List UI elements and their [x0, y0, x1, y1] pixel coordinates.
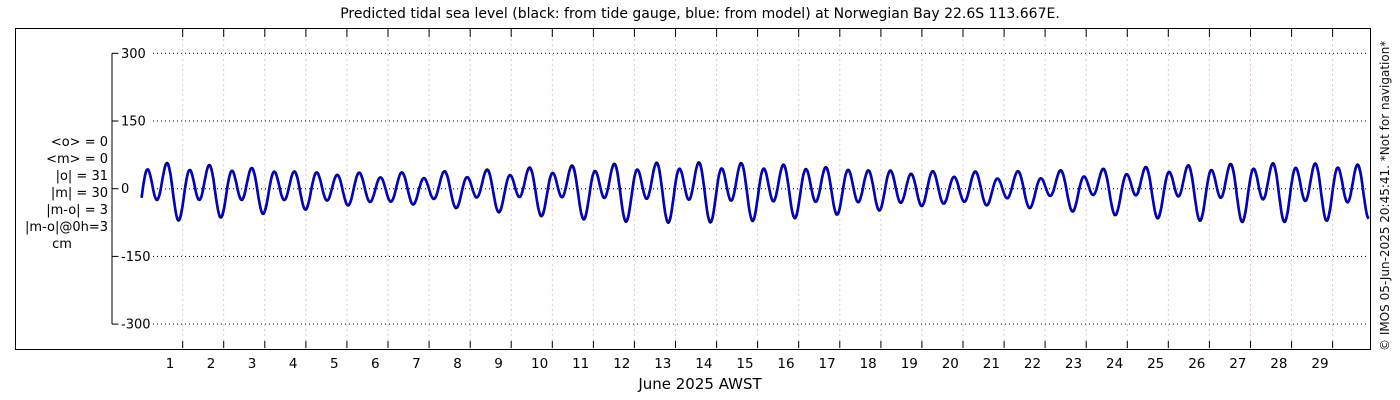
x-tick-label: 28: [1270, 356, 1287, 372]
x-tick-label: 19: [901, 356, 918, 372]
copyright-watermark: © IMOS 05-Jun-2025 20:45:41. *Not for na…: [1378, 40, 1392, 351]
x-tick-label: 23: [1065, 356, 1082, 372]
stat-abs-obs: |o| = 31: [55, 169, 108, 184]
stats-panel: <o> = 0 <m> = 0 |o| = 31 |m| = 30 |m-o| …: [16, 134, 108, 253]
x-tick-label: 2: [207, 356, 216, 372]
x-tick-label: 15: [736, 356, 753, 372]
x-tick-label: 7: [412, 356, 421, 372]
x-tick-label: 22: [1024, 356, 1041, 372]
x-tick-label: 21: [983, 356, 1000, 372]
model-series-line: [140, 162, 1370, 223]
x-tick-label: 18: [860, 356, 877, 372]
x-tick-label: 24: [1106, 356, 1123, 372]
x-tick-label: 20: [942, 356, 959, 372]
y-tick-label: 150: [121, 115, 146, 130]
x-tick-label: 13: [654, 356, 671, 372]
stat-abs-model: |m| = 30: [50, 186, 108, 201]
x-tick-label: 17: [819, 356, 836, 372]
x-tick-label: 14: [695, 356, 712, 372]
x-tick-label: 8: [453, 356, 462, 372]
x-tick-label: 9: [494, 356, 503, 372]
y-tick-label: 300: [121, 47, 146, 62]
x-tick-label: 27: [1229, 356, 1246, 372]
x-tick-label: 10: [531, 356, 548, 372]
x-tick-label: 29: [1311, 356, 1328, 372]
x-axis-title: June 2025 AWST: [638, 375, 762, 393]
x-tick-label: 5: [330, 356, 339, 372]
x-tick-label: 3: [248, 356, 257, 372]
stat-abs-diff: |m-o| = 3: [46, 203, 108, 218]
x-tick-label: 11: [572, 356, 589, 372]
x-tick-label: 1: [166, 356, 175, 372]
x-tick-label: 26: [1188, 356, 1205, 372]
plot-frame: [15, 28, 1371, 350]
y-tick-label: -150: [121, 250, 151, 265]
x-tick-label: 12: [613, 356, 630, 372]
x-tick-label: 4: [289, 356, 298, 372]
y-tick-label: 0: [121, 182, 129, 197]
chart-title: Predicted tidal sea level (black: from t…: [340, 6, 1060, 22]
stat-abs-diff-0h: |m-o|@0h=3: [25, 220, 108, 235]
stat-mean-obs: <o> = 0: [50, 135, 108, 150]
x-tick-label: 6: [371, 356, 380, 372]
x-tick-label: 16: [777, 356, 794, 372]
stat-units: cm: [52, 237, 72, 252]
x-tick-label: 25: [1147, 356, 1164, 372]
y-tick-label: -300: [121, 318, 151, 333]
stat-mean-model: <m> = 0: [46, 152, 108, 167]
